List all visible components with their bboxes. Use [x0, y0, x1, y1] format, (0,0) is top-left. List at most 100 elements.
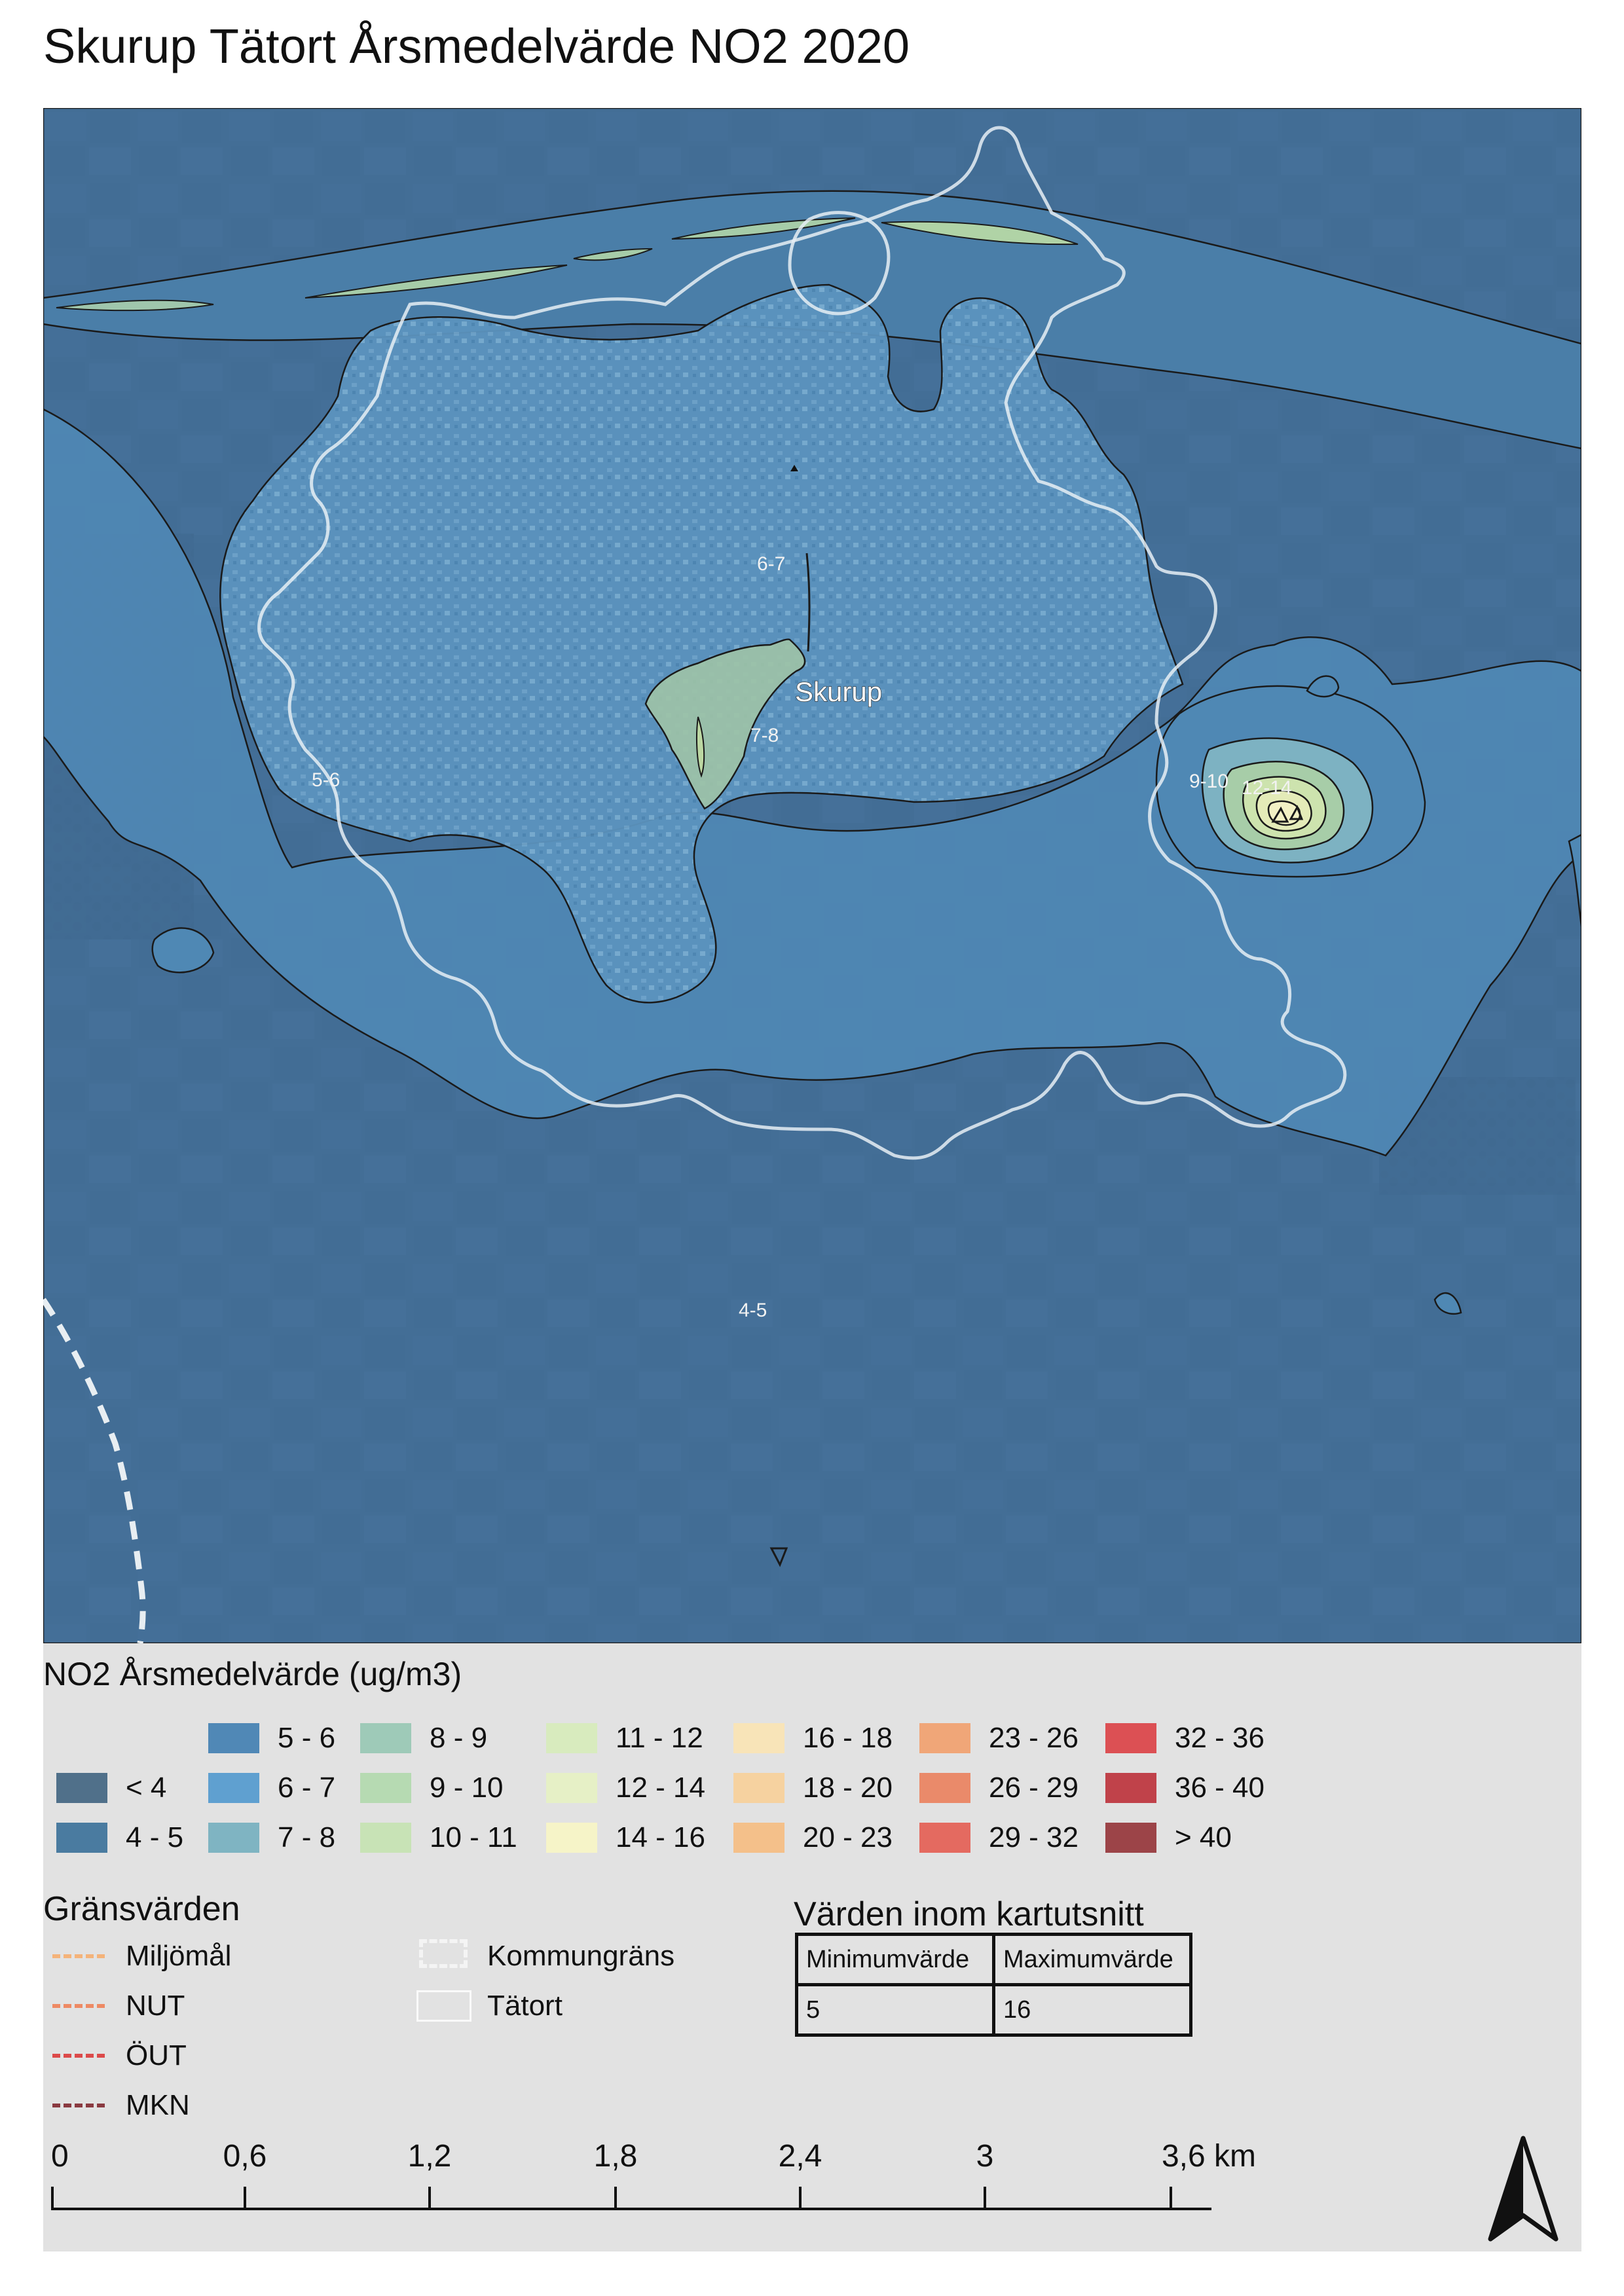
legend-label-4-5: 4 - 5	[126, 1821, 184, 1853]
legend-swatch-gt40	[1105, 1823, 1156, 1853]
values-in-extent-title: Värden inom kartutsnitt	[794, 1895, 1144, 1933]
small-contour-sw	[151, 927, 215, 974]
zone-7-8	[644, 638, 806, 810]
contour-label-9-10: 9-10	[1189, 771, 1228, 792]
legend-label-29-32: 29 - 32	[989, 1821, 1079, 1853]
values-table-header: Minimumvärde Maximumvärde	[795, 1933, 1192, 1986]
kommungrans-swatch	[419, 1939, 468, 1968]
zone-8-9-inner	[695, 716, 705, 778]
legend-label-7-8: 7 - 8	[278, 1821, 336, 1853]
legend-swatch-18-20	[733, 1773, 784, 1803]
contour-label-7-8: 7-8	[750, 725, 779, 746]
legend-swatch-10-11	[360, 1823, 411, 1853]
tatort-outline-north	[788, 211, 891, 316]
highway-strip-5	[881, 221, 1079, 246]
tatort-label: Tätort	[487, 1990, 563, 2022]
place-label-skurup: Skurup	[795, 676, 882, 707]
contour-label-12-14: 12-14	[1242, 777, 1292, 799]
legend-label-16-18: 16 - 18	[803, 1722, 893, 1754]
legend-label-9-10: 9 - 10	[430, 1772, 504, 1804]
legend-swatch-12-14	[546, 1773, 597, 1803]
legend-swatch-6-7	[208, 1773, 259, 1803]
map-frame[interactable]: 6-7 7-8 5-6 9-10 12-14 4-5 Skurup	[43, 108, 1581, 1643]
legend-label-18-20: 18 - 20	[803, 1772, 893, 1804]
legend-title: NO2 Årsmedelvärde (ug/m3)	[43, 1656, 462, 1692]
min-value: 5	[795, 1983, 995, 2037]
highway-strip-1	[56, 299, 214, 312]
legend-swatch-7-8	[208, 1823, 259, 1853]
limit-label-miljomal: Miljömål	[126, 1940, 232, 1972]
limits-title: Gränsvärden	[43, 1890, 240, 1928]
contour-label-4-5: 4-5	[739, 1300, 767, 1321]
tiny-marker	[790, 465, 798, 471]
limit-line-mkn	[52, 2104, 105, 2107]
legend-swatch-9-10	[360, 1773, 411, 1803]
legend-swatch-16-18	[733, 1723, 784, 1753]
limit-line-out	[52, 2054, 105, 2058]
legend-label-23-26: 23 - 26	[989, 1722, 1079, 1754]
map-title: Skurup Tätort Årsmedelvärde NO2 2020	[43, 19, 910, 73]
limit-label-mkn: MKN	[126, 2089, 190, 2121]
scale-label-3: 3	[976, 2139, 994, 2174]
tatort-swatch	[416, 1990, 471, 2022]
small-contour-east-edge	[1568, 833, 1581, 927]
scale-label-2-4: 2,4	[778, 2139, 822, 2174]
small-contour-se	[1433, 1292, 1462, 1315]
legend-label-26-29: 26 - 29	[989, 1772, 1079, 1804]
legend-swatch-23-26	[919, 1723, 970, 1753]
max-header: Maximumvärde	[992, 1933, 1192, 1986]
limit-line-miljomal	[52, 1954, 105, 1958]
legend-swatch-8-9	[360, 1723, 411, 1753]
legend-swatch-32-36	[1105, 1723, 1156, 1753]
limit-line-nut	[52, 2004, 105, 2008]
legend-swatch-14-16	[546, 1823, 597, 1853]
legend-label-8-9: 8 - 9	[430, 1722, 488, 1754]
legend-label-lt4: < 4	[126, 1772, 167, 1804]
highway-strip-3	[573, 248, 653, 261]
no2-concentration-map: 6-7 7-8 5-6 9-10 12-14 4-5 Skurup	[43, 108, 1581, 1643]
scale-label-1-8: 1,8	[593, 2139, 638, 2174]
legend-swatch-11-12	[546, 1723, 597, 1753]
legend-swatch-26-29	[919, 1773, 970, 1803]
limit-label-nut: NUT	[126, 1990, 185, 2022]
limit-label-out: ÖUT	[126, 2039, 187, 2071]
tatort-outline	[257, 126, 1347, 1160]
highway-strip-4	[671, 217, 856, 240]
legend-label-11-12: 11 - 12	[616, 1722, 703, 1754]
small-triangle-south	[769, 1547, 788, 1567]
legend-swatch-lt4	[56, 1773, 107, 1803]
legend-swatch-29-32	[919, 1823, 970, 1853]
legend-swatch-5-6	[208, 1723, 259, 1753]
legend-swatch-20-23	[733, 1823, 784, 1853]
legend-label-5-6: 5 - 6	[278, 1722, 336, 1754]
legend-swatch-36-40	[1105, 1773, 1156, 1803]
highway-strip-2	[304, 264, 568, 299]
scale-label-3-6: 3,6 km	[1161, 2139, 1257, 2174]
values-table: Minimumvärde Maximumvärde 5 16	[795, 1933, 1192, 2037]
scale-label-0-6: 0,6	[223, 2139, 267, 2174]
min-header: Minimumvärde	[795, 1933, 995, 1986]
legend-label-32-36: 32 - 36	[1175, 1722, 1264, 1754]
scale-label-1-2: 1,2	[407, 2139, 452, 2174]
small-contour-ne	[1306, 675, 1340, 698]
legend-label-10-11: 10 - 11	[430, 1821, 517, 1853]
zone-6-7	[219, 283, 1184, 1004]
kommungrans-line	[43, 1298, 146, 1643]
legend-label-gt40: > 40	[1175, 1821, 1232, 1853]
max-value: 16	[992, 1983, 1192, 2037]
scale-bar	[51, 2187, 1211, 2210]
north-arrow-icon	[1488, 2136, 1559, 2242]
legend-label-12-14: 12 - 14	[616, 1772, 705, 1804]
contour-label-6-7: 6-7	[757, 553, 785, 575]
legend-label-14-16: 14 - 16	[616, 1821, 705, 1853]
kommungrans-label: Kommungräns	[487, 1940, 675, 1972]
legend-label-20-23: 20 - 23	[803, 1821, 893, 1853]
map-labels: 6-7 7-8 5-6 9-10 12-14 4-5 Skurup	[312, 553, 1292, 1321]
small-ridge-6-7	[805, 553, 811, 652]
legend-label-6-7: 6 - 7	[278, 1772, 336, 1804]
scale-label-0: 0	[51, 2139, 69, 2174]
contour-label-5-6: 5-6	[312, 769, 340, 791]
legend-swatch-4-5	[56, 1823, 107, 1853]
legend-panel: NO2 Årsmedelvärde (ug/m3) < 4 4 - 5 5 - …	[43, 1643, 1581, 2251]
legend-label-36-40: 36 - 40	[1175, 1772, 1264, 1804]
